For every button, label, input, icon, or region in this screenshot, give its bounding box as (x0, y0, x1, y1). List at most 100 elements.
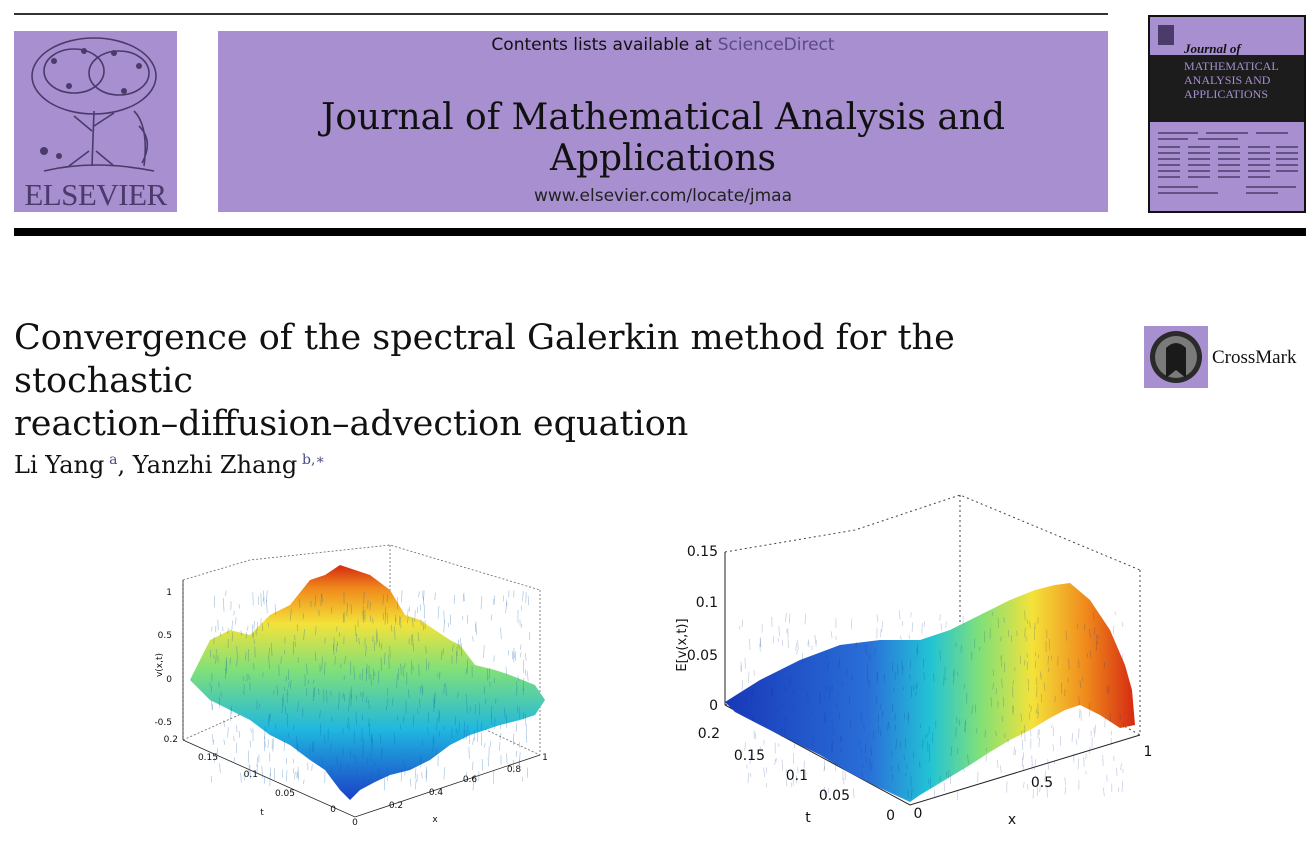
journal-title: Journal of Mathematical Analysis and App… (320, 97, 1006, 179)
texture-stroke (256, 756, 258, 767)
texture-stroke (368, 699, 370, 709)
texture-stroke (400, 768, 403, 782)
t-tick-label: 0.2 (164, 735, 178, 745)
texture-stroke (227, 628, 229, 634)
texture-stroke (505, 601, 507, 614)
texture-stroke (243, 690, 245, 695)
author-affiliation-mark[interactable]: b,∗ (302, 452, 325, 468)
texture-stroke (302, 613, 305, 620)
texture-stroke (412, 714, 415, 727)
texture-stroke (483, 743, 486, 748)
texture-stroke (814, 634, 817, 644)
texture-stroke (498, 742, 501, 751)
journal-cover-thumbnail[interactable]: Journal of MATHEMATICAL ANALYSIS AND APP… (1148, 15, 1306, 213)
texture-stroke (315, 626, 317, 636)
texture-stroke (386, 687, 389, 696)
texture-stroke (1037, 711, 1039, 719)
sciencedirect-link[interactable]: ScienceDirect (717, 35, 835, 55)
texture-stroke (297, 742, 299, 753)
header-top-rule (14, 13, 1108, 15)
texture-stroke (831, 631, 833, 639)
texture-stroke (314, 651, 317, 662)
texture-stroke (356, 773, 358, 782)
elsevier-logo[interactable]: ELSEVIER (14, 31, 177, 212)
texture-stroke (774, 758, 776, 766)
texture-stroke (1089, 650, 1092, 659)
texture-stroke (1083, 623, 1086, 631)
author-name[interactable]: Yanzhi Zhang (132, 451, 298, 479)
texture-stroke (370, 753, 372, 762)
t-tick-label: 0.05 (819, 788, 850, 804)
texture-stroke (459, 638, 461, 650)
crossmark-button[interactable] (1144, 326, 1208, 388)
texture-stroke (894, 724, 897, 731)
texture-stroke (876, 614, 879, 623)
texture-stroke (263, 590, 265, 605)
texture-stroke (759, 638, 762, 648)
figure-surface-plot-2: 0.15 0.1 0.05 0 E[v(x,t)] 0 0.5 1 x 0.2 … (675, 494, 1152, 828)
texture-stroke (897, 764, 900, 771)
texture-stroke (391, 697, 394, 706)
texture-stroke (285, 676, 288, 682)
texture-stroke (267, 739, 270, 749)
texture-stroke (1043, 682, 1046, 691)
texture-stroke (306, 663, 308, 675)
texture-stroke (759, 746, 761, 751)
texture-stroke (950, 745, 953, 757)
texture-stroke (945, 771, 948, 778)
texture-stroke (211, 626, 213, 632)
texture-stroke (466, 701, 468, 714)
texture-stroke (1089, 628, 1091, 638)
texture-stroke (956, 717, 958, 724)
t-axis-label: t (260, 808, 264, 818)
texture-stroke (1001, 678, 1003, 688)
texture-stroke (468, 746, 470, 759)
texture-stroke (490, 705, 493, 717)
texture-stroke (748, 638, 751, 650)
texture-stroke (280, 656, 282, 664)
texture-stroke (933, 673, 935, 682)
texture-stroke (381, 747, 383, 754)
texture-stroke (1117, 787, 1120, 793)
texture-stroke (518, 759, 521, 766)
texture-stroke (517, 675, 520, 682)
texture-stroke (223, 719, 225, 727)
author-name[interactable]: Li Yang (14, 451, 105, 479)
texture-stroke (288, 681, 290, 688)
texture-stroke (481, 758, 484, 771)
texture-stroke (1071, 733, 1073, 743)
texture-stroke (747, 672, 750, 684)
crossmark-label[interactable]: CrossMark (1212, 347, 1297, 368)
texture-stroke (740, 665, 743, 672)
texture-stroke (421, 740, 424, 746)
texture-stroke (434, 592, 436, 601)
texture-stroke (272, 738, 274, 752)
texture-stroke (480, 595, 483, 610)
texture-stroke (992, 611, 994, 616)
texture-stroke (222, 626, 224, 632)
texture-stroke (1030, 729, 1032, 737)
z-tick-label: 0.1 (696, 595, 718, 611)
author-list: Li Yang a, Yanzhi Zhang b,∗ (14, 451, 325, 479)
texture-stroke (759, 643, 761, 652)
texture-stroke (313, 686, 316, 698)
texture-stroke (472, 636, 474, 642)
journal-url-link[interactable]: www.elsevier.com/locate/jmaa (533, 186, 793, 206)
texture-stroke (240, 630, 242, 636)
texture-stroke (916, 643, 919, 654)
texture-stroke (244, 652, 247, 661)
texture-stroke (422, 620, 424, 631)
texture-stroke (975, 728, 978, 734)
texture-stroke (419, 756, 421, 762)
texture-stroke (417, 632, 420, 642)
x-tick-label: 1 (542, 753, 548, 763)
texture-stroke (384, 612, 386, 625)
texture-stroke (474, 704, 477, 715)
texture-stroke (1051, 724, 1053, 729)
texture-stroke (274, 604, 277, 615)
texture-stroke (745, 696, 747, 706)
texture-stroke (358, 637, 360, 645)
author-affiliation-mark[interactable]: a (109, 452, 118, 468)
texture-stroke (283, 686, 286, 692)
texture-stroke (819, 693, 821, 705)
